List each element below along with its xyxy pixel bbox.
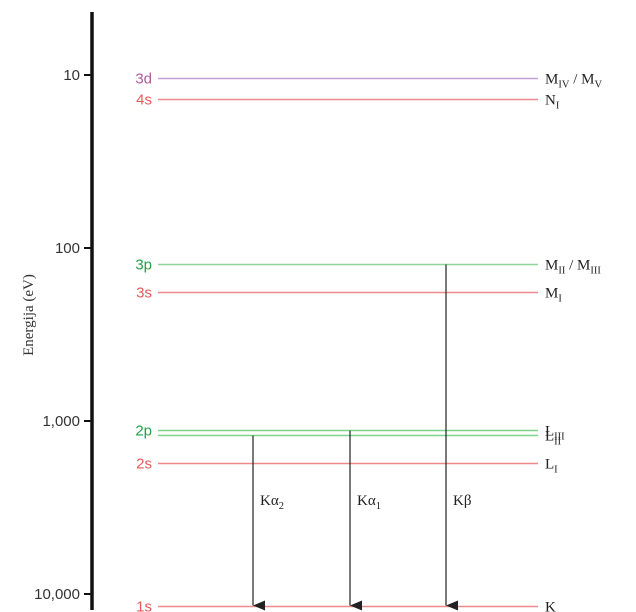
transition-label-ka2: Kα2 bbox=[260, 493, 284, 512]
shell-label-2p1: LII bbox=[545, 429, 562, 448]
shell-label-1s: K bbox=[545, 600, 556, 612]
orbital-label-2p3: 2p bbox=[135, 423, 152, 440]
tick-label: 10 bbox=[63, 67, 80, 84]
tick-label: 1,000 bbox=[42, 413, 80, 430]
orbital-label-1s: 1s bbox=[136, 599, 152, 612]
y-axis-title: Energija (eV) bbox=[21, 274, 37, 356]
orbital-label-2s: 2s bbox=[136, 456, 152, 473]
transitions: Kα2 Kα1 Kβ bbox=[252, 264, 471, 611]
shell-label-3p: MII / MIII bbox=[545, 258, 601, 277]
tick-label: 100 bbox=[55, 240, 80, 257]
orbital-label-3d: 3d bbox=[135, 71, 152, 88]
orbital-label-4s: 4s bbox=[136, 92, 152, 109]
transition-label-kb: Kβ bbox=[453, 493, 471, 509]
tick-label: 10,000 bbox=[34, 586, 80, 603]
shell-label-3d: MIV / MV bbox=[545, 72, 602, 91]
shell-label-3s: MI bbox=[545, 286, 562, 305]
orbital-label-3s: 3s bbox=[136, 285, 152, 302]
y-axis-ticks: 10 100 1,000 10,000 bbox=[34, 67, 92, 603]
shell-label-2s: LI bbox=[545, 457, 558, 476]
shell-label-4s: NI bbox=[545, 93, 560, 112]
transition-label-ka1: Kα1 bbox=[357, 493, 381, 512]
orbital-label-3p: 3p bbox=[135, 257, 152, 274]
shell-label-2p3: LIII bbox=[545, 424, 565, 443]
